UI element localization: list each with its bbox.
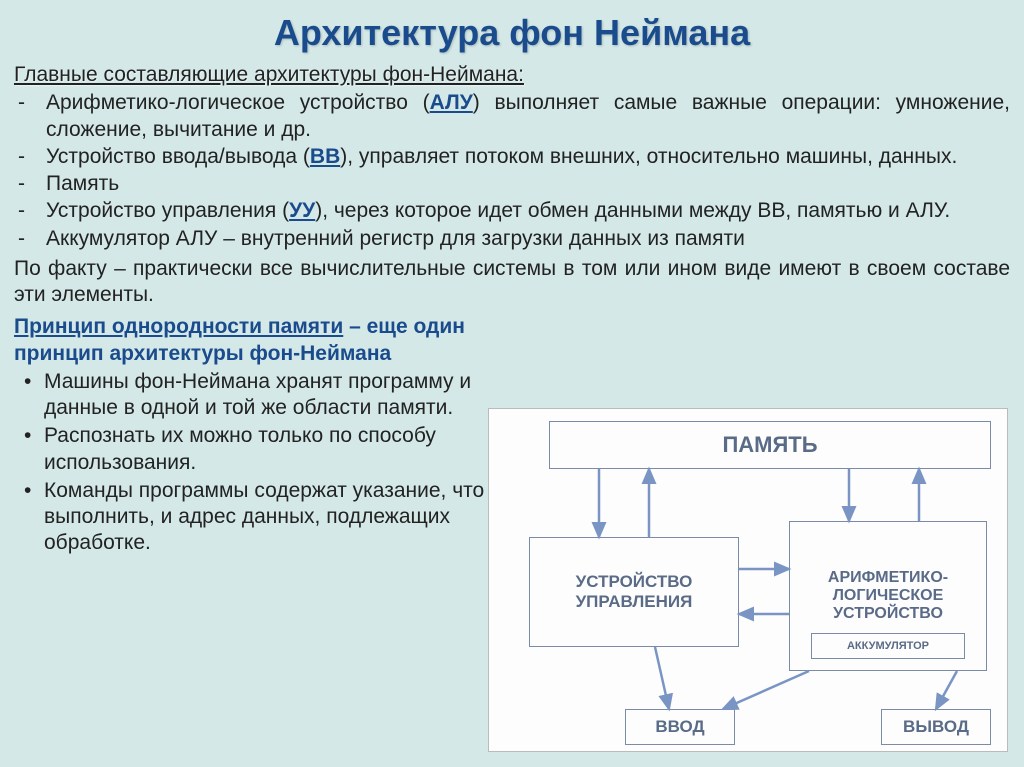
- dash-marker: -: [14, 90, 46, 143]
- principle-heading: Принцип однородности памяти – еще один п…: [14, 314, 486, 367]
- bullet-text: Команды программы содержат указание, что…: [44, 478, 486, 557]
- bullet-text: Машины фон-Неймана хранят программу и да…: [44, 369, 486, 422]
- list-item-text: Устройство ввода/вывода (ВВ), управляет …: [46, 144, 1010, 170]
- diagram-box-accum: АККУМУЛЯТОР: [811, 633, 965, 659]
- dash-marker: -: [14, 198, 46, 224]
- architecture-diagram: ПАМЯТЬУСТРОЙСТВО УПРАВЛЕНИЯАРИФМЕТИКО-ЛО…: [488, 408, 1008, 752]
- dash-marker: -: [14, 226, 46, 252]
- abbr: УУ: [289, 199, 315, 222]
- subheading: Главные составляющие архитектуры фон-Ней…: [14, 62, 1010, 88]
- list-item-text: Память: [46, 171, 1010, 197]
- bullets-list: •Машины фон-Неймана хранят программу и д…: [14, 369, 486, 557]
- dash-marker: -: [14, 144, 46, 170]
- diagram-box-output: ВЫВОД: [881, 709, 991, 745]
- bullet-item: •Распознать их можно только по способу и…: [14, 423, 486, 476]
- bullet-item: •Машины фон-Неймана хранят программу и д…: [14, 369, 486, 422]
- bullet-item: •Команды программы содержат указание, чт…: [14, 478, 486, 557]
- list-item: -Устройство ввода/вывода (ВВ), управляет…: [14, 144, 1010, 170]
- bullet-marker: •: [14, 369, 44, 422]
- bullet-marker: •: [14, 423, 44, 476]
- diagram-box-input: ВВОД: [625, 709, 735, 745]
- bullet-text: Распознать их можно только по способу ис…: [44, 423, 486, 476]
- bullet-marker: •: [14, 478, 44, 557]
- list-item: -Память: [14, 171, 1010, 197]
- items-list: -Арифметико-логическое устройство (АЛУ) …: [14, 90, 1010, 252]
- diagram-box-control: УСТРОЙСТВО УПРАВЛЕНИЯ: [529, 537, 739, 647]
- abbr: АЛУ: [430, 91, 473, 114]
- list-item: -Устройство управления (УУ), через котор…: [14, 198, 1010, 224]
- list-item-text: Аккумулятор АЛУ – внутренний регистр для…: [46, 226, 1010, 252]
- dash-marker: -: [14, 171, 46, 197]
- left-column: Принцип однородности памяти – еще один п…: [14, 314, 494, 556]
- list-item: -Арифметико-логическое устройство (АЛУ) …: [14, 90, 1010, 143]
- diagram-box-memory: ПАМЯТЬ: [549, 421, 991, 469]
- list-item-text: Арифметико-логическое устройство (АЛУ) в…: [46, 90, 1010, 143]
- fact-paragraph: По факту – практически все вычислительны…: [14, 256, 1010, 309]
- list-item-text: Устройство управления (УУ), через которо…: [46, 198, 1010, 224]
- abbr: ВВ: [310, 145, 340, 168]
- slide-title: Архитектура фон Неймана: [0, 0, 1024, 62]
- list-item: -Аккумулятор АЛУ – внутренний регистр дл…: [14, 226, 1010, 252]
